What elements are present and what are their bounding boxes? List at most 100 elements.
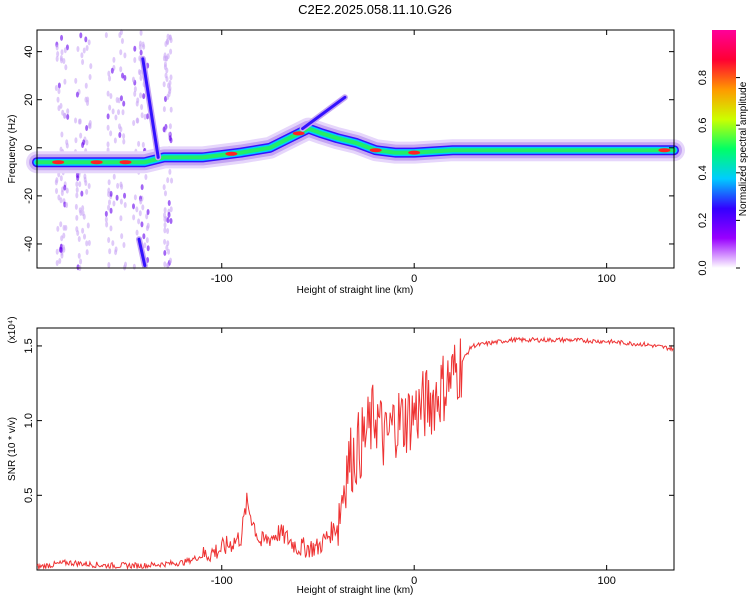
- spectrogram-noise-speckle: [166, 262, 170, 269]
- spectrogram-noise-speckle: [168, 34, 172, 41]
- spectrogram-noise-speckle: [85, 44, 89, 51]
- spectrogram-noise-speckle: [109, 225, 113, 232]
- spectrogram-noise-speckle: [61, 109, 65, 116]
- spectrogram-noise-speckle: [109, 93, 113, 100]
- spectrogram-noise-speckle: [83, 233, 87, 240]
- spectrogram-noise-speckle: [163, 227, 167, 234]
- spectrogram-noise-speckle: [117, 123, 121, 130]
- spectrogram-noise-speckle: [163, 249, 167, 256]
- spectrogram-noise-speckle: [60, 235, 64, 242]
- spectrogram-noise-speckle: [75, 214, 79, 221]
- spectrogram-trace: [139, 55, 162, 161]
- spectrogram-noise-speckle: [63, 78, 67, 85]
- spectrogram-noise-speckle: [142, 233, 146, 240]
- spectrogram-noise-speckle: [133, 57, 137, 64]
- spectrogram-noise-speckle: [112, 200, 116, 207]
- spectrogram-noise-speckle: [119, 66, 123, 73]
- spectrogram-noise-speckle: [133, 194, 137, 201]
- snr-y-tick-label: 0.5: [23, 488, 35, 503]
- spectrogram-trace-layer: [35, 126, 676, 165]
- colorbar-ticks: 0.0 0.2 0.4 0.6 0.8: [697, 70, 740, 276]
- spectrogram-noise-speckle: [107, 261, 111, 268]
- spectrogram-noise-speckle: [55, 248, 59, 255]
- spectrogram-noise-speckle: [167, 82, 171, 89]
- spectrogram-noise-speckle: [64, 64, 68, 71]
- spectrogram-noise-speckle: [66, 108, 70, 115]
- spectrogram-noise-speckle: [142, 93, 146, 100]
- spectrogram-noise-speckle: [133, 86, 137, 93]
- spectrogram-noise-speckle: [107, 191, 111, 198]
- spectrogram-noise-speckle: [139, 49, 143, 56]
- spectrogram-noise-speckle: [87, 183, 91, 190]
- spectrogram-noise-speckle: [59, 221, 63, 228]
- spectrogram-noise-speckle: [76, 45, 80, 52]
- spectrogram-noise-speckle: [123, 74, 127, 81]
- spectrogram-noise-speckle: [82, 47, 86, 54]
- spectrogram-noise-speckle: [105, 221, 109, 228]
- spectrogram-noise-speckle: [133, 90, 137, 97]
- spectrogram-noise-speckle: [60, 34, 64, 41]
- snr-panel: -100 0 100 0.5 1.0 1.5 Height of straight lin…: [7, 316, 675, 596]
- spectrogram-trace: [299, 94, 348, 132]
- spectrogram-noise-speckle: [106, 113, 110, 120]
- spectrogram-noise-speckle: [57, 194, 61, 201]
- spectrogram-noise-speckle: [108, 199, 112, 206]
- spectrogram-noise-speckle: [74, 203, 78, 210]
- spectrogram-noise-speckle: [75, 181, 79, 188]
- spectrogram-noise-speckle: [165, 76, 169, 83]
- spectrogram-noise-speckle: [106, 141, 110, 148]
- spectrogram-noise-speckle: [110, 67, 114, 74]
- spectrogram-noise-speckle: [65, 44, 69, 51]
- spectrogram-noise-speckle: [169, 74, 173, 81]
- snr-x-tick-label: 0: [411, 575, 417, 587]
- spectrogram-noise-speckle: [104, 32, 108, 39]
- spectrogram-noise-speckle: [57, 82, 61, 89]
- spectrogram-noise-speckle: [117, 97, 121, 104]
- spectrogram-noise-speckle: [167, 248, 171, 255]
- spectrogram-noise-speckle: [146, 222, 150, 229]
- spectrogram-noise-speckle: [166, 217, 170, 224]
- spectrogram-noise-speckle: [74, 137, 78, 144]
- spectrogram-noise-speckle: [63, 47, 67, 54]
- spectrogram-x-tick-label: 100: [597, 273, 615, 285]
- spectrogram-noise-speckle: [118, 132, 122, 139]
- spectrogram-noise-speckle: [107, 179, 111, 186]
- spectrogram-noise-speckle: [85, 188, 89, 195]
- spectrogram-noise-speckle: [63, 184, 67, 191]
- spectrogram-noise-speckle: [137, 218, 141, 225]
- spectrogram-noise-speckle: [163, 190, 167, 197]
- colorbar-tick-label: 0.8: [697, 70, 709, 85]
- spectrogram-trace-layer: [141, 57, 160, 159]
- spectrogram-noise-speckle: [79, 32, 83, 39]
- spectrogram-noise-speckle: [135, 206, 139, 213]
- spectrogram-noise-speckle: [168, 123, 172, 130]
- spectrogram-noise-speckle: [166, 228, 170, 235]
- spectrogram-noise-speckle: [169, 48, 173, 55]
- spectrogram-noise-speckle: [55, 44, 59, 51]
- spectrogram-axes: -100 0 100 40 20 0 -20 -40: [23, 30, 674, 285]
- spectrogram-noise-speckle: [140, 112, 144, 119]
- spectrogram-noise-speckle: [66, 113, 70, 120]
- spectrogram-noise-speckle: [78, 207, 82, 214]
- colorbar-tick-label: 0.2: [697, 213, 709, 228]
- spectrogram-noise-speckle: [132, 203, 136, 210]
- spectrogram-noise-speckle: [104, 216, 108, 223]
- spectrogram-noise-speckle: [88, 73, 92, 80]
- spectrogram-noise-speckle: [168, 135, 172, 142]
- spectrogram-noise-speckle: [166, 39, 170, 46]
- spectrogram-trace-layer: [137, 237, 147, 268]
- spectrogram-noise-speckle: [80, 52, 84, 59]
- spectrogram-y-tick-label: -20: [23, 188, 35, 204]
- spectrogram-noise-speckle: [115, 194, 119, 201]
- spectrogram-noise-speckle: [79, 132, 83, 139]
- spectrogram-noise-speckle: [81, 205, 85, 212]
- spectrogram-hotspot: [408, 150, 421, 155]
- spectrogram-noise-speckle: [169, 206, 173, 213]
- spectrogram-noise-speckle: [119, 198, 123, 205]
- spectrogram-noise-speckle: [120, 233, 124, 240]
- spectrogram-noise-speckle: [85, 100, 89, 107]
- spectrogram-noise-speckle: [60, 131, 64, 138]
- spectrogram-noise-speckle: [167, 200, 171, 207]
- spectrogram-y-tick-label: -40: [23, 236, 35, 252]
- spectrogram-noise-speckle: [119, 181, 123, 188]
